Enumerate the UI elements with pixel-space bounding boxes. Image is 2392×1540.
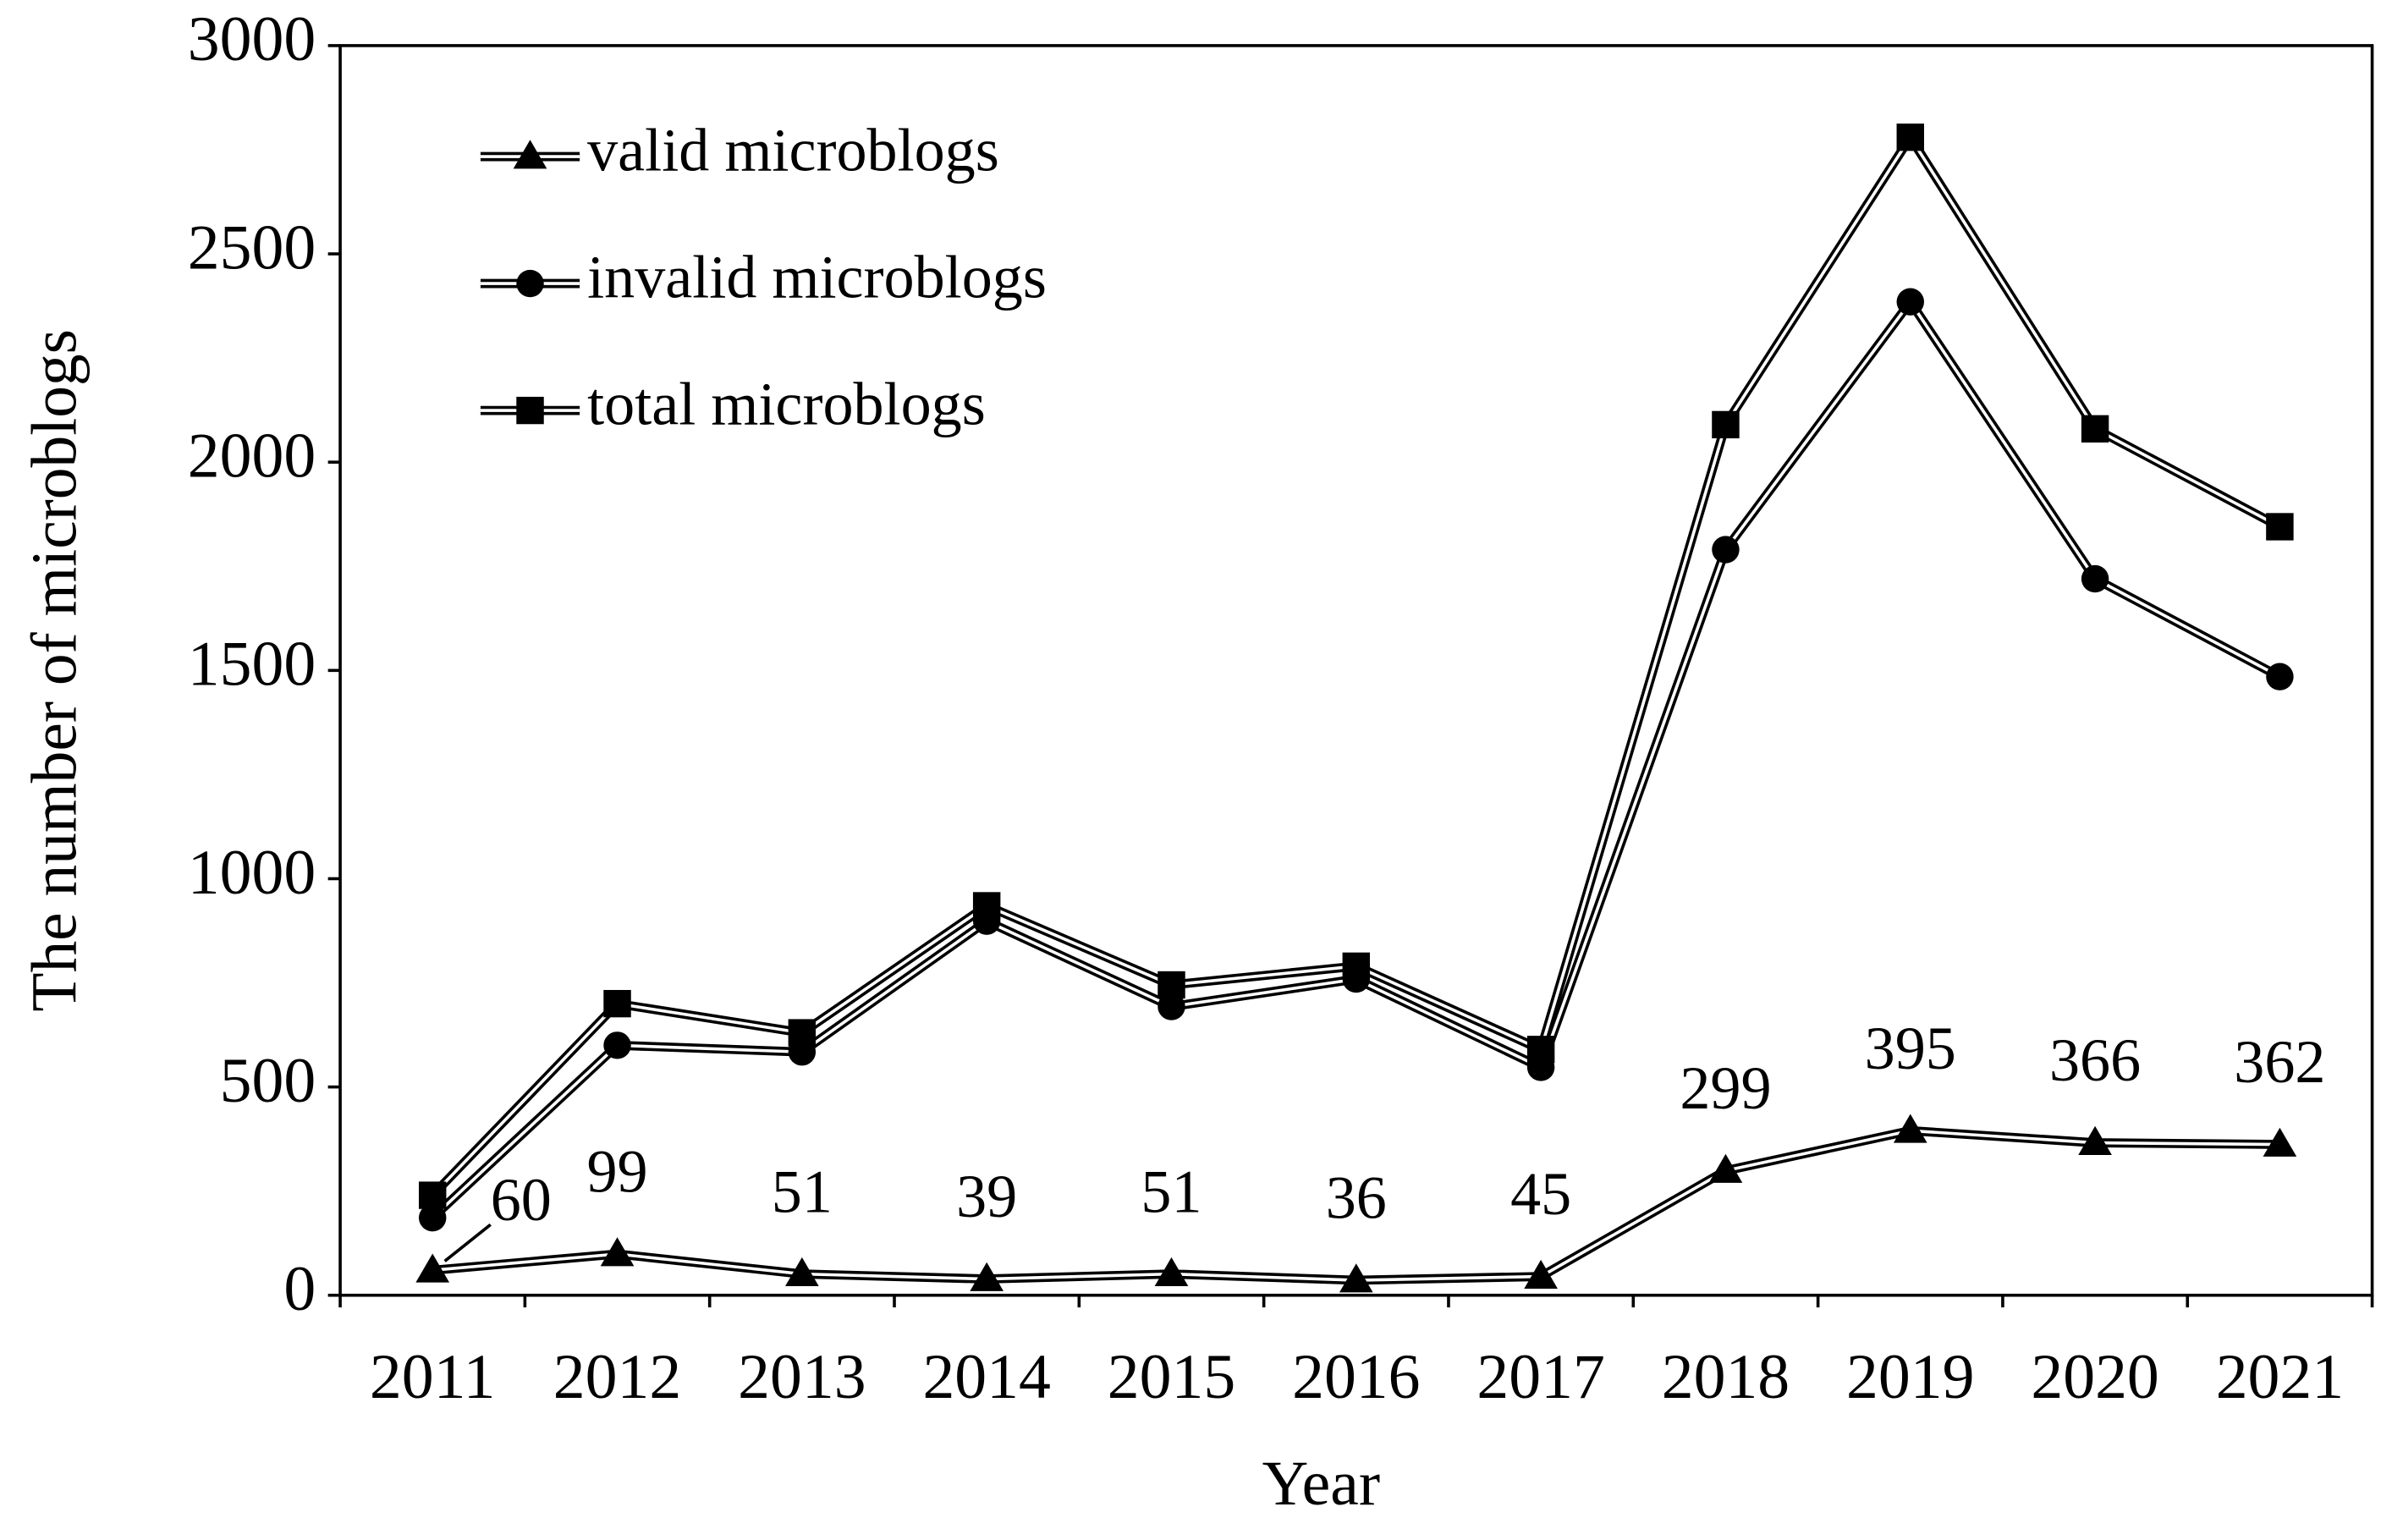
- x-tick-label: 2016: [1292, 1342, 1420, 1412]
- data-point: [2081, 415, 2109, 443]
- data-point: [2078, 1125, 2112, 1155]
- y-tick-label: 1500: [188, 630, 316, 700]
- data-point: [1893, 1114, 1927, 1143]
- x-tick-label: 2021: [2216, 1342, 2344, 1412]
- y-tick-label: 2500: [188, 212, 316, 283]
- legend-marker: [516, 269, 544, 298]
- data-point: [1524, 1259, 1558, 1289]
- data-label: 299: [1680, 1054, 1771, 1122]
- x-tick-label: 2014: [922, 1342, 1050, 1412]
- y-axis-label: The number of microblogs: [19, 329, 90, 1012]
- data-point: [972, 892, 1001, 920]
- y-tick-label: 500: [220, 1046, 316, 1116]
- legend-label: valid microblogs: [587, 117, 999, 184]
- data-point: [970, 1262, 1004, 1291]
- data-point: [2081, 564, 2109, 593]
- x-tick-label: 2012: [553, 1342, 681, 1412]
- data-point: [1896, 288, 1924, 316]
- x-tick-label: 2018: [1662, 1342, 1790, 1412]
- data-label: 51: [772, 1158, 833, 1225]
- data-point: [788, 1019, 817, 1047]
- data-point: [418, 1181, 447, 1209]
- x-tick-label: 2013: [738, 1342, 866, 1412]
- x-tick-label: 2011: [370, 1342, 496, 1412]
- data-point: [1154, 1257, 1189, 1287]
- legend-marker: [516, 396, 544, 425]
- data-point: [1708, 1153, 1743, 1183]
- y-tick-label: 2000: [188, 421, 316, 492]
- data-point: [418, 1204, 447, 1232]
- data-label: 395: [1865, 1015, 1956, 1082]
- data-point: [1342, 952, 1371, 981]
- data-label: 366: [2049, 1026, 2141, 1094]
- label-leader: [443, 1223, 492, 1262]
- data-point: [1712, 536, 1740, 564]
- data-point: [603, 989, 631, 1018]
- data-label: 60: [491, 1166, 552, 1234]
- y-tick-label: 1000: [188, 838, 316, 908]
- x-tick-label: 2019: [1846, 1342, 1974, 1412]
- data-point: [1339, 1263, 1373, 1293]
- data-point: [2266, 513, 2294, 541]
- data-label: 36: [1326, 1164, 1387, 1232]
- data-point: [1158, 993, 1185, 1020]
- x-tick-label: 2017: [1476, 1342, 1604, 1412]
- y-tick-label: 3000: [188, 4, 316, 74]
- x-tick-label: 2020: [2031, 1342, 2158, 1412]
- data-point: [1712, 410, 1740, 439]
- data-point: [785, 1257, 819, 1287]
- x-tick-label: 2015: [1108, 1342, 1235, 1412]
- legend-label: total microblogs: [587, 371, 986, 438]
- data-point: [1158, 971, 1185, 999]
- data-label: 99: [586, 1138, 647, 1206]
- legend-label: invalid microblogs: [587, 244, 1047, 311]
- data-point: [415, 1253, 450, 1283]
- legend-marker: [513, 140, 547, 169]
- data-point: [1896, 124, 1924, 151]
- data-label: 45: [1510, 1160, 1571, 1228]
- data-label: 39: [956, 1163, 1017, 1230]
- data-point: [2263, 1127, 2297, 1157]
- data-point: [603, 1031, 631, 1059]
- data-point: [1526, 1036, 1555, 1064]
- y-tick-label: 0: [283, 1254, 316, 1324]
- x-axis-label: Year: [1262, 1449, 1381, 1519]
- data-point: [600, 1237, 635, 1267]
- data-point: [2266, 663, 2294, 690]
- data-label: 362: [2234, 1028, 2325, 1096]
- data-label: 51: [1141, 1158, 1201, 1225]
